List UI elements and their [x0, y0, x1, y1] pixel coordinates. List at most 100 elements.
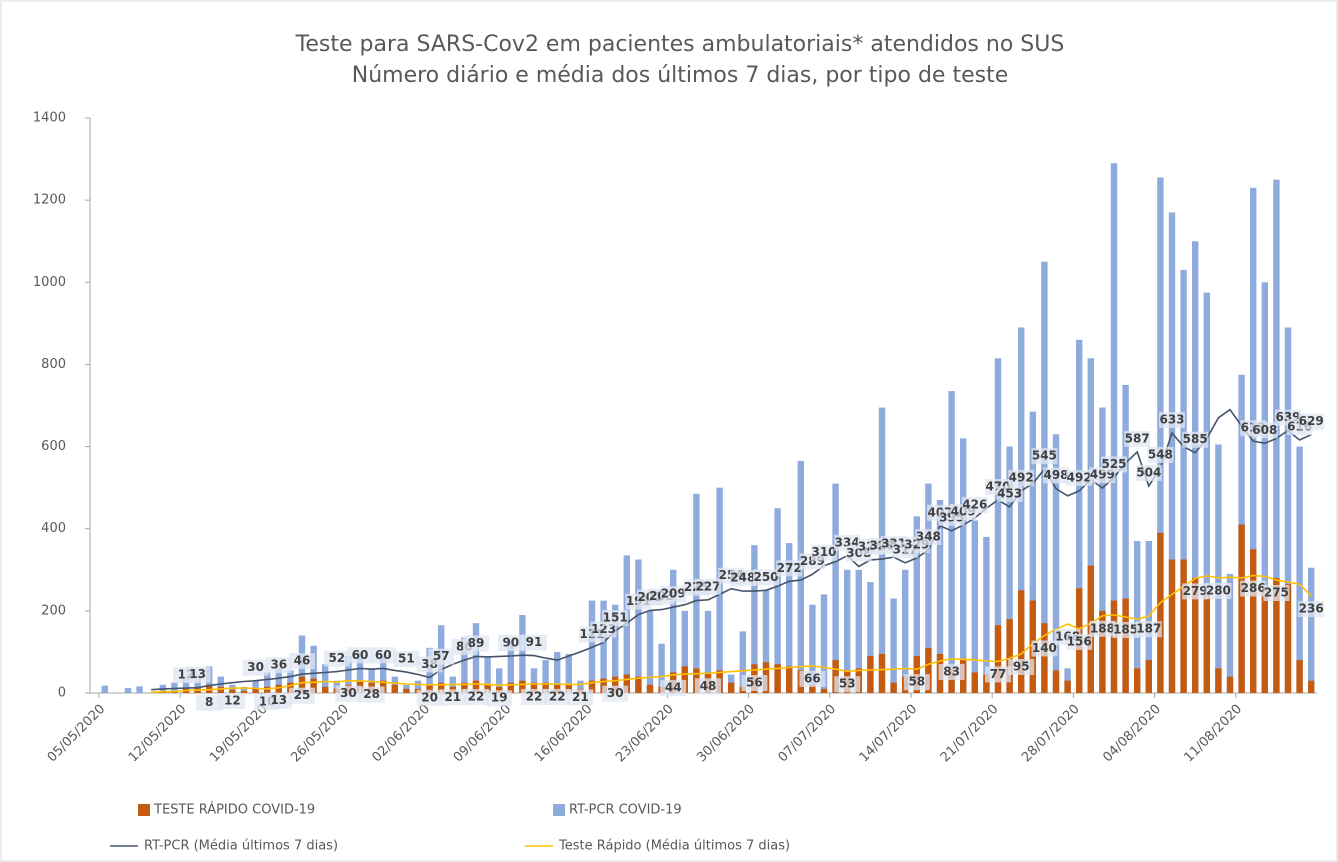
bar [658, 643, 665, 693]
data-label-box [753, 569, 779, 586]
bar [681, 666, 688, 693]
data-label-box [416, 689, 443, 706]
data-label-box [393, 651, 420, 668]
legend-swatch [553, 804, 565, 816]
bar [612, 604, 619, 693]
bar [368, 668, 375, 693]
bar [774, 508, 781, 693]
bar [832, 483, 839, 693]
data-label: 60 [375, 648, 392, 662]
data-label-box [1147, 446, 1174, 463]
legend-swatch [138, 804, 150, 816]
bar [554, 684, 561, 693]
bar [588, 680, 596, 693]
data-label-box [915, 529, 942, 546]
data-label: 310 [811, 545, 836, 559]
bar [530, 682, 538, 693]
data-label: 25 [294, 688, 311, 702]
bar [217, 686, 224, 693]
chart-title: Teste para SARS-Cov2 em pacientes ambula… [295, 32, 1065, 57]
data-label-box [695, 678, 721, 695]
data-label: 156 [1067, 634, 1092, 648]
data-label-box [323, 650, 350, 667]
bar [484, 684, 491, 693]
data-label: 227 [695, 579, 720, 593]
bar [612, 676, 619, 693]
bar [264, 686, 271, 693]
data-label: 46 [294, 654, 311, 668]
data-label-box [938, 663, 965, 680]
data-label-box [428, 648, 455, 665]
data-label-box [1182, 431, 1209, 448]
bar [565, 684, 572, 693]
bar [1122, 598, 1129, 693]
bar [322, 686, 329, 693]
chart-subtitle: Número diário e média dos últimos 7 dias… [352, 63, 1009, 88]
bar [1041, 623, 1048, 693]
data-label-box [660, 586, 687, 603]
data-label: 453 [997, 486, 1022, 500]
bar [391, 684, 398, 693]
y-tick-label: 0 [58, 686, 66, 701]
data-label-box [1124, 430, 1151, 447]
data-label-box [335, 685, 362, 702]
data-label: 286 [1241, 581, 1266, 595]
data-label-box [463, 688, 489, 705]
data-label-box [741, 675, 768, 691]
data-label-box [1008, 658, 1035, 675]
data-label: 525 [1101, 457, 1126, 471]
bar [438, 682, 445, 693]
data-label-box [660, 679, 687, 696]
data-label-box [1182, 583, 1209, 600]
data-label: 51 [398, 652, 415, 666]
legend-label: Teste Rápido (Média últimos 7 dias) [558, 839, 790, 854]
data-label-box [439, 689, 466, 706]
data-label-box [521, 688, 547, 705]
bar [1099, 407, 1106, 693]
bar [994, 625, 1002, 693]
data-label: 498 [1043, 468, 1068, 482]
data-label-box [834, 676, 861, 693]
y-tick-label: 1000 [33, 275, 66, 290]
bar [646, 684, 654, 693]
data-label-box [521, 634, 547, 651]
average-line [151, 408, 1312, 691]
data-label-box [1008, 469, 1035, 486]
bar [461, 682, 468, 693]
bar [1192, 578, 1199, 693]
data-label: 21 [444, 690, 461, 704]
data-label: 272 [777, 561, 802, 575]
data-label-box [497, 635, 524, 652]
data-label-box [1159, 412, 1185, 429]
bar [983, 536, 990, 693]
bar [565, 653, 572, 693]
data-label: 52 [328, 651, 345, 665]
bar [1168, 559, 1176, 693]
bar [1238, 524, 1245, 693]
data-label-box [463, 635, 489, 652]
data-label: 89 [468, 636, 485, 650]
bar [820, 594, 828, 693]
bar [971, 672, 978, 693]
bar [403, 688, 410, 693]
bar [878, 653, 886, 693]
bar [380, 656, 387, 693]
bar [1052, 434, 1060, 693]
data-label: 633 [1159, 413, 1184, 427]
bar [496, 668, 503, 693]
bar [1261, 282, 1268, 693]
data-label-box [1240, 580, 1267, 597]
data-label: 209 [661, 587, 686, 601]
bar [1006, 446, 1013, 693]
data-label-box [265, 657, 292, 674]
data-label-box [1298, 413, 1325, 430]
average-line [151, 574, 1312, 693]
data-label: 248 [730, 571, 755, 585]
bar [670, 569, 677, 693]
bar [252, 680, 259, 693]
bar [890, 598, 897, 693]
legend-label: RT-PCR (Média últimos 7 dias) [144, 839, 338, 854]
data-label: 12 [224, 694, 241, 708]
